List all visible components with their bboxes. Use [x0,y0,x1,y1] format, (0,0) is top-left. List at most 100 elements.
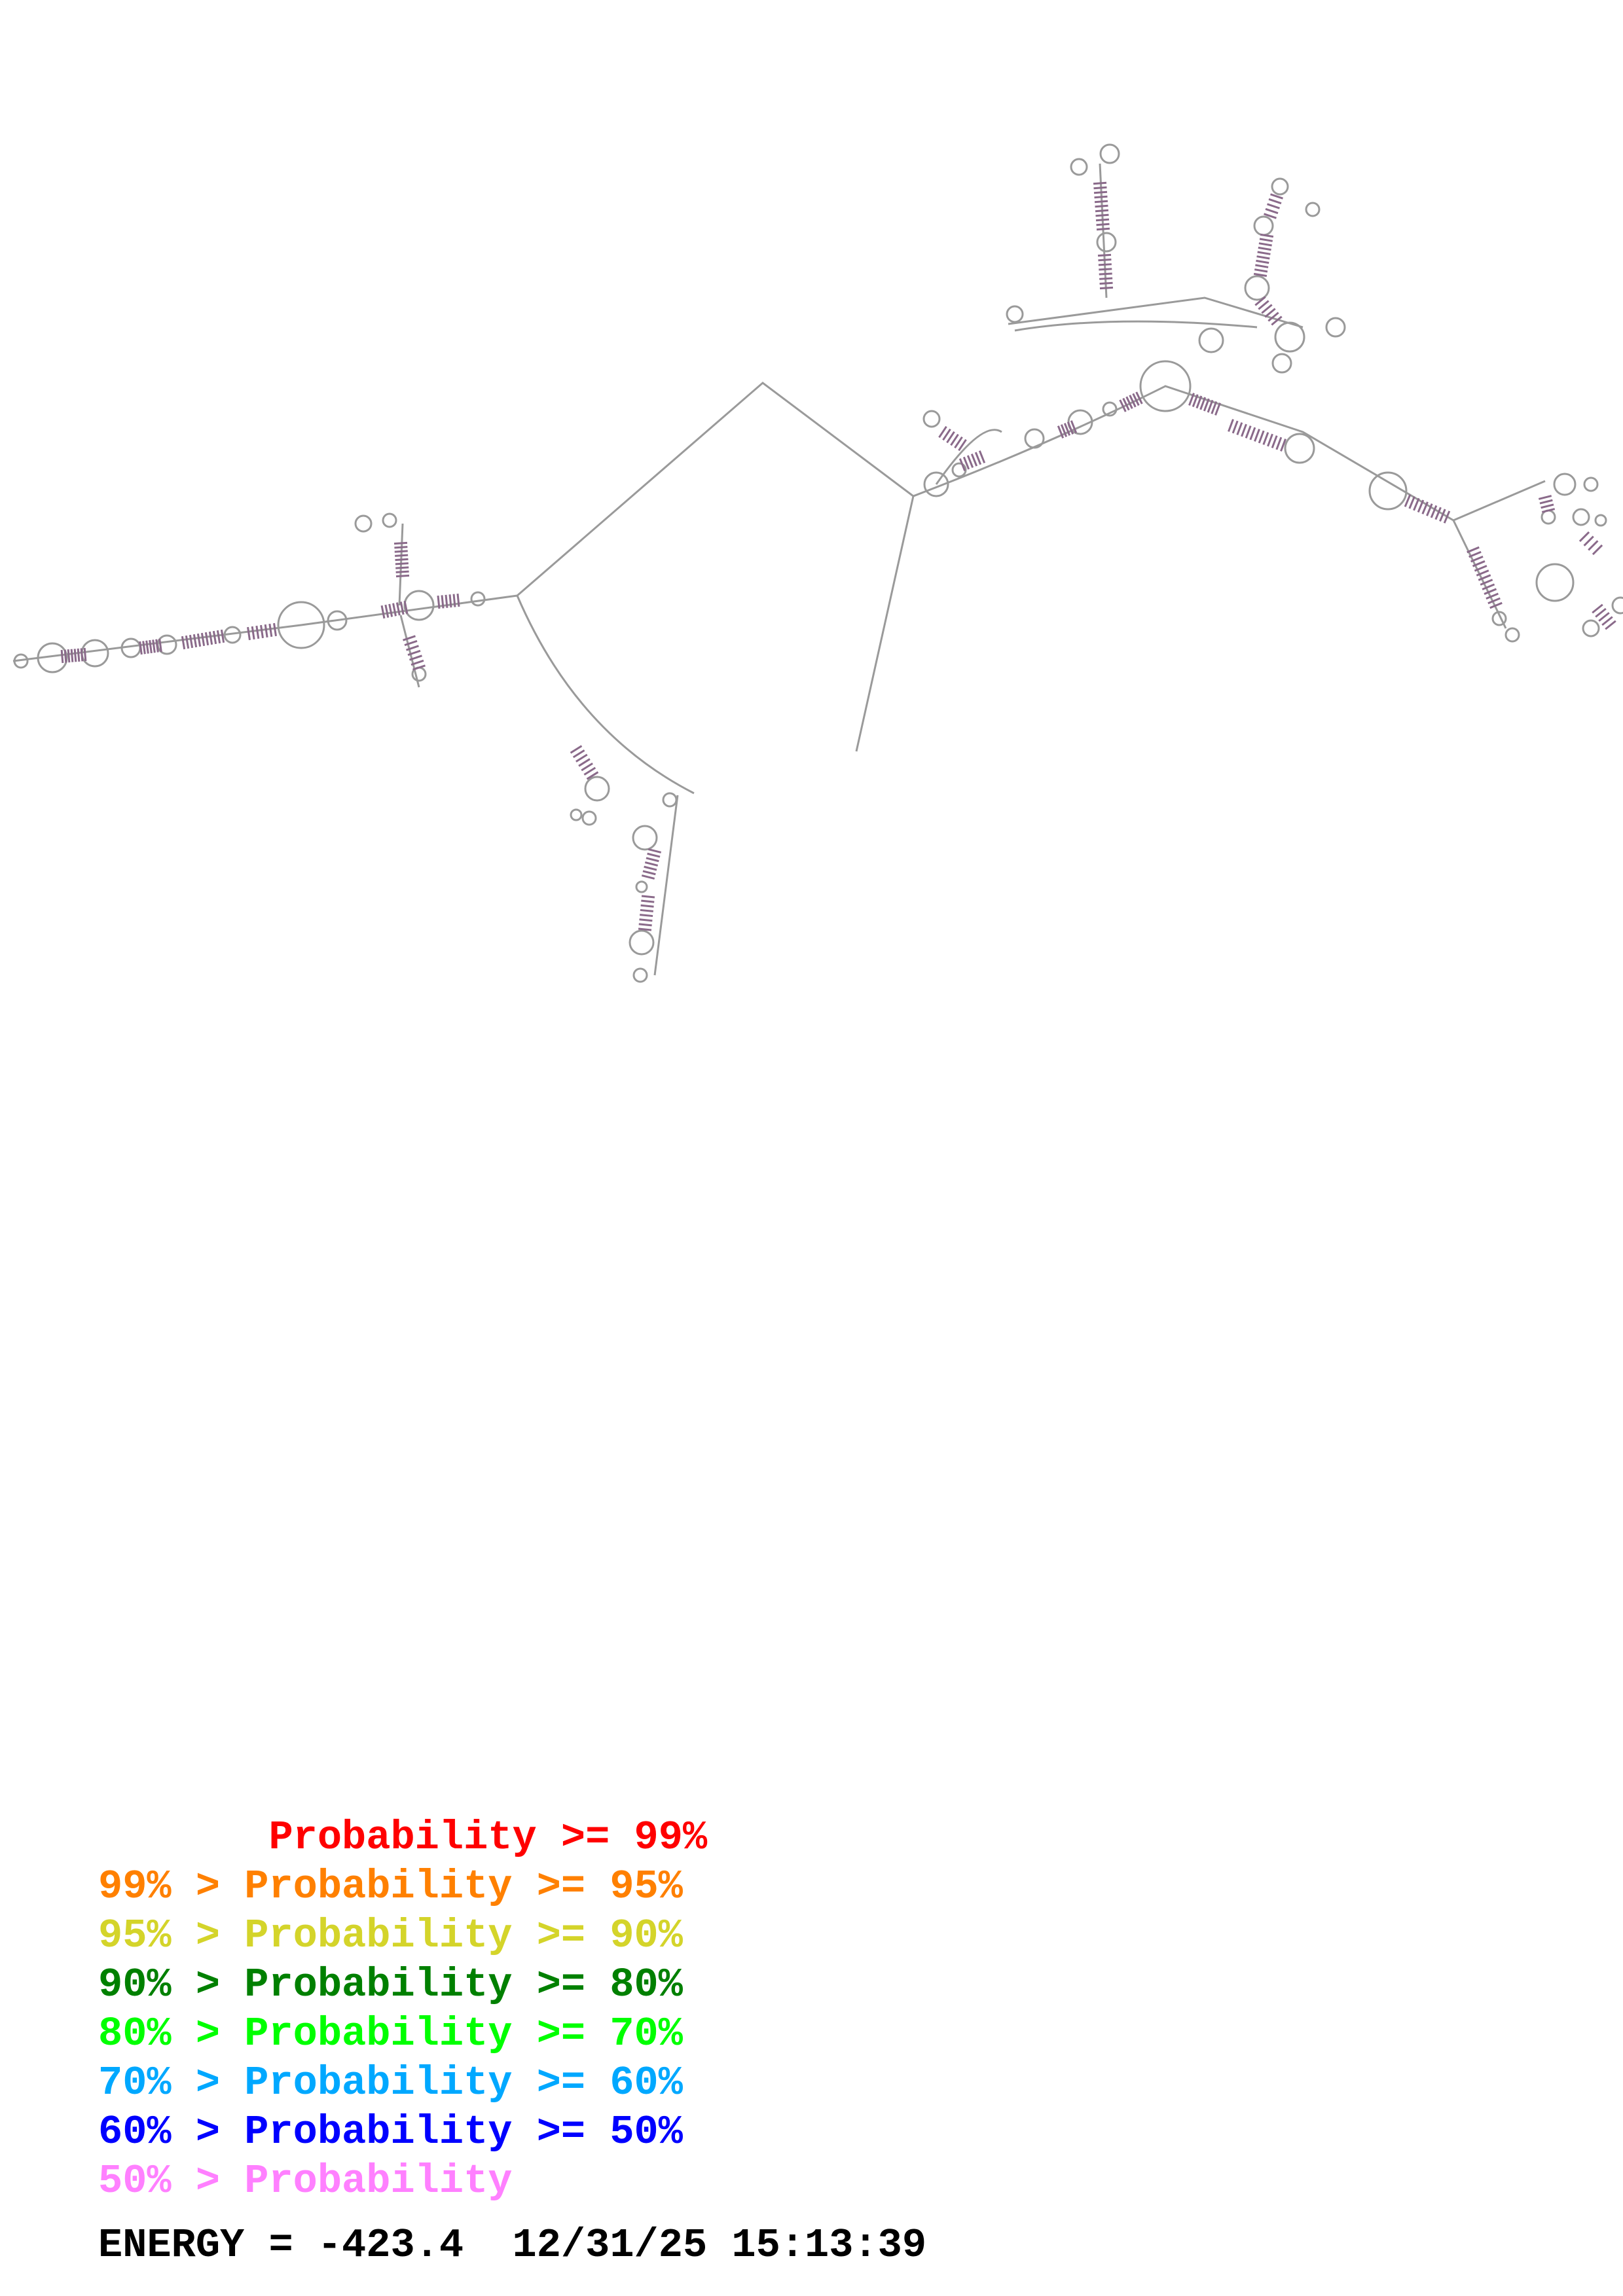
base-pair [1132,393,1140,406]
base-pair [1254,296,1266,306]
base-pair [410,659,424,666]
legend-row: 70% > Probability >= 60% [98,2060,683,2106]
base-pair [395,574,410,578]
base-pair [1578,531,1590,543]
base-pair [1474,565,1487,572]
base-pair [1404,494,1412,507]
base-pair [1271,435,1278,448]
base-pair [974,452,982,465]
base-pair [149,639,153,654]
base-pair [1601,616,1613,626]
base-pair [139,641,143,655]
base-pair [185,635,190,649]
base-pair [1214,403,1221,416]
base-pair [441,595,445,609]
base-pair [212,630,217,645]
loop [1594,514,1607,527]
backbone-line [399,615,420,688]
base-pair [264,624,268,638]
base-pair [204,632,210,646]
base-pair [251,626,255,640]
base-pair [1236,422,1243,435]
base-pair [575,753,588,762]
base-pair [1129,395,1137,408]
base-pair [445,594,448,608]
base-pair [1119,399,1127,412]
timestamp: 12/31/25 15:13:39 [512,2222,927,2269]
base-pair [647,852,661,858]
base-pair [640,904,654,908]
base-pair [946,431,955,444]
base-pair [1099,286,1114,290]
base-pair [1264,213,1277,219]
loop [327,610,348,631]
base-pair [1188,393,1195,406]
base-pair [1484,588,1497,595]
base-pair [640,914,653,918]
base-pair [644,861,659,867]
base-pair [1426,503,1433,516]
base-pair [1253,272,1267,278]
base-pair [962,456,970,470]
legend-row: 60% > Probability >= 50% [98,2109,683,2155]
base-pair [392,603,397,617]
base-pair [1270,193,1283,200]
base-pair [1125,396,1133,409]
base-pair [216,630,221,644]
legend-row: 95% > Probability >= 90% [98,1912,683,1959]
base-pair [1098,263,1112,266]
base-pair [273,622,277,637]
base-pair [1057,425,1065,439]
base-pair [1595,607,1607,618]
loop [1583,476,1599,492]
loop [470,591,486,607]
base-pair [1203,398,1210,412]
loop [1070,158,1088,176]
base-pair [583,766,596,776]
base-pair [1434,507,1442,520]
base-pair [1489,601,1503,609]
base-pair [452,594,456,607]
base-pair [1267,312,1279,322]
rna-backbone [12,163,1546,976]
base-pair [970,453,978,467]
loop [1368,471,1408,511]
base-pair [1267,433,1273,447]
base-pair [247,626,251,641]
base-pair [196,633,202,647]
base-pair [1487,597,1501,605]
base-pair [406,645,419,651]
base-pair [260,624,264,639]
loop [1325,317,1346,338]
base-pair [155,639,159,653]
base-pair [1258,430,1265,444]
base-pair [1478,574,1491,581]
base-pair [1095,218,1110,222]
backbone-line [653,795,679,976]
base-pair [639,918,653,922]
base-pair [255,625,260,639]
base-pair [1258,246,1271,251]
base-pair [572,749,585,759]
legend-row: 90% > Probability >= 80% [98,1962,683,2008]
loop [1271,353,1292,374]
loop [1274,321,1305,353]
loop [1611,596,1623,615]
base-pair [978,450,986,463]
base-pair [142,641,146,655]
base-pair [1588,540,1599,551]
base-pair [938,425,947,439]
base-pair [1264,308,1276,318]
base-pair [403,600,409,615]
base-pair [570,745,583,754]
base-pair [200,632,206,647]
energy-value: ENERGY = -423.4 [98,2222,464,2269]
energy-footer: ENERGY = -423.4 12/31/25 15:13:39 [98,2222,926,2269]
base-pair [395,602,401,616]
base-pair [220,629,225,643]
base-pair [1538,495,1552,500]
base-pair [640,908,653,912]
loop [1271,177,1289,196]
backbone-line [1453,480,1546,522]
loop [1139,360,1192,412]
